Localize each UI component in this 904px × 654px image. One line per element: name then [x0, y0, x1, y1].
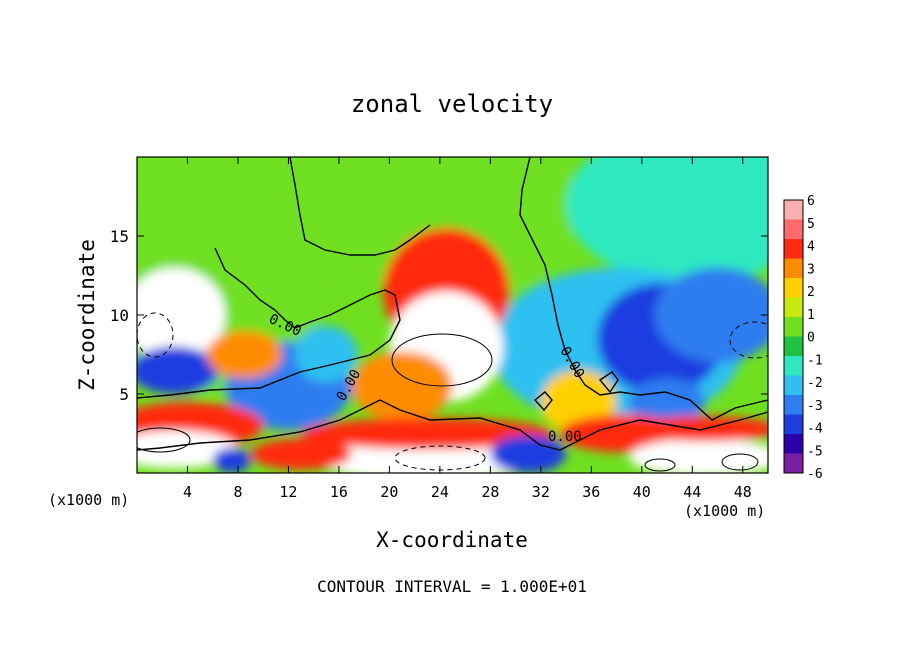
- x-unit-label-left: (x1000 m): [48, 491, 129, 509]
- zero-contour-line: [519, 157, 768, 421]
- colorbar-label: -1: [807, 353, 823, 368]
- x-tick-label: 32: [532, 483, 550, 501]
- field-region: [654, 267, 768, 363]
- field-region: [301, 417, 554, 450]
- field-region: [212, 447, 251, 473]
- field-region: [629, 416, 768, 442]
- field-region: [326, 157, 579, 300]
- field-region: [294, 326, 358, 383]
- x-tick-label: 12: [279, 483, 297, 501]
- colorbar-label: -4: [807, 422, 823, 437]
- field-region: [137, 430, 238, 469]
- zero-contour-line: [598, 371, 619, 394]
- contour-label: 0.00: [548, 429, 582, 445]
- colorbar-label: -2: [807, 376, 823, 391]
- colorbar-label: 0: [807, 331, 815, 346]
- field-region: [206, 330, 283, 379]
- colorbar-swatch: [784, 434, 803, 454]
- x-tick-label: 44: [683, 483, 701, 501]
- x-tick-label: 48: [734, 483, 752, 501]
- y-axis: 5 10 15: [110, 227, 768, 404]
- colorbar-swatch: [784, 200, 803, 220]
- contour-loop: [137, 427, 191, 453]
- contour-loop: [721, 453, 759, 471]
- contour-loop: [729, 321, 768, 359]
- colorbar-frame: [783, 199, 804, 474]
- contour-loop: [391, 333, 493, 387]
- x-tick-label: 40: [633, 483, 651, 501]
- contour-loop: [137, 312, 174, 358]
- contour-interval-note: CONTOUR INTERVAL = 1.000E+01: [317, 577, 587, 596]
- colorbar-swatch: [784, 453, 803, 473]
- y-tick-label: 5: [119, 385, 129, 404]
- field-region: [137, 267, 226, 363]
- field-blobs: [137, 157, 768, 473]
- colorbar-label: 4: [807, 240, 815, 255]
- x-tick-label: 28: [481, 483, 499, 501]
- zero-contour-line: [137, 399, 768, 451]
- colorbar-label: 5: [807, 217, 815, 232]
- colorbar-label: 3: [807, 262, 815, 277]
- x-unit-label-right: (x1000 m): [684, 502, 765, 520]
- chart-title: zonal velocity: [351, 90, 553, 118]
- field-region: [137, 346, 220, 394]
- colorbar-label: -6: [807, 467, 823, 482]
- field-region: [250, 438, 352, 470]
- plot-area: 0.00 0.00 0.00 0.00: [137, 157, 768, 473]
- y-axis-title: Z-coordinate: [75, 239, 99, 391]
- field-region: [629, 438, 768, 473]
- x-tick-label: 20: [380, 483, 398, 501]
- colorbar-swatch: [784, 336, 803, 356]
- zero-contour-line: [533, 391, 553, 412]
- colorbar-label: -5: [807, 444, 823, 459]
- zero-contour-line: [289, 157, 431, 256]
- colorbar-swatch: [784, 258, 803, 278]
- zero-contour-line: [137, 247, 401, 399]
- field-region: [566, 157, 768, 284]
- contour-loop: [644, 458, 676, 472]
- colorbar-swatch: [784, 414, 803, 434]
- colorbar-swatch: [784, 356, 803, 376]
- x-tick-label: 24: [431, 483, 449, 501]
- y-tick-label: 10: [110, 306, 129, 325]
- colorbar-swatch: [784, 239, 803, 259]
- field-region: [490, 435, 567, 473]
- colorbar-label: 1: [807, 308, 815, 323]
- x-tick-label: 8: [233, 483, 242, 501]
- y-tick-label: 15: [110, 227, 129, 246]
- colorbar-swatch: [784, 219, 803, 239]
- colorbar-swatch: [784, 317, 803, 337]
- colorbar-label: 2: [807, 285, 815, 300]
- contours: [137, 157, 768, 472]
- field-region: [351, 351, 453, 421]
- x-tick-label: 36: [582, 483, 600, 501]
- colorbar-swatch: [784, 297, 803, 317]
- field-region: [629, 378, 705, 426]
- x-axis-title: X-coordinate: [376, 528, 528, 552]
- colorbar: -6 -5 -4 -3 -2 -1 0 1 2 3 4 5 6: [783, 194, 823, 482]
- colorbar-label: -3: [807, 399, 823, 414]
- x-tick-label: 16: [330, 483, 348, 501]
- colorbar-swatch: [784, 278, 803, 298]
- colorbar-swatch: [784, 375, 803, 395]
- colorbar-swatch: [784, 395, 803, 415]
- x-tick-label: 4: [183, 483, 192, 501]
- colorbar-label: 6: [807, 194, 815, 209]
- x-axis: 4 8 12 16 20 24 28 32 36 40 44 48: [183, 157, 752, 501]
